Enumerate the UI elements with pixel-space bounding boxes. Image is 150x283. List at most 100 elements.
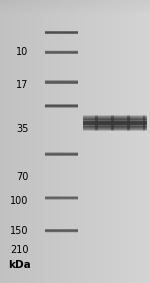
Bar [130, 127, 132, 128]
Bar [135, 127, 136, 128]
Bar [136, 120, 137, 121]
Bar [142, 125, 144, 126]
Bar [118, 130, 119, 131]
Bar [127, 119, 129, 120]
Bar [88, 123, 89, 124]
Bar [127, 126, 129, 127]
Bar [115, 124, 116, 125]
Bar [133, 131, 134, 132]
Bar [146, 124, 147, 125]
Bar [100, 126, 101, 127]
Bar [117, 119, 118, 120]
Bar [100, 131, 101, 132]
Bar [133, 127, 134, 128]
Bar [137, 117, 138, 118]
Bar [87, 128, 88, 129]
Bar [122, 121, 123, 122]
Bar [136, 129, 137, 130]
Bar [121, 124, 122, 125]
Bar [100, 118, 101, 119]
Bar [82, 128, 84, 129]
Bar [88, 130, 89, 131]
Bar [108, 126, 109, 127]
Bar [117, 130, 118, 131]
Bar [94, 130, 96, 131]
Bar [84, 130, 85, 131]
Bar [118, 116, 119, 117]
Bar [90, 115, 91, 116]
Bar [107, 130, 108, 131]
Bar [102, 120, 103, 121]
Bar [108, 131, 109, 132]
Bar [82, 119, 84, 120]
Bar [142, 117, 144, 118]
Bar [111, 126, 113, 127]
Bar [123, 123, 124, 124]
Bar [91, 123, 92, 124]
Bar [117, 123, 118, 124]
Bar [104, 119, 105, 120]
Bar [118, 118, 119, 119]
Bar [127, 125, 129, 126]
Bar [138, 120, 139, 121]
Bar [87, 127, 88, 128]
Bar [101, 120, 102, 121]
Bar [99, 128, 100, 129]
Bar [135, 131, 136, 132]
Bar [143, 116, 145, 117]
Bar [129, 119, 131, 120]
Bar [130, 123, 132, 124]
Bar [143, 123, 145, 124]
Bar [103, 126, 104, 127]
Bar [118, 123, 119, 124]
Bar [110, 120, 111, 121]
Bar [86, 125, 87, 126]
Bar [132, 119, 133, 120]
Bar [121, 129, 122, 130]
Bar [141, 123, 142, 124]
Bar [107, 126, 108, 127]
Bar [105, 120, 106, 121]
Bar [93, 117, 94, 118]
Bar [144, 121, 146, 122]
Bar [118, 122, 119, 123]
Bar [126, 119, 128, 120]
Bar [143, 128, 145, 129]
Bar [94, 129, 96, 130]
Bar [137, 120, 138, 121]
Bar [86, 117, 87, 118]
Bar [107, 131, 108, 132]
Bar [116, 120, 117, 121]
Bar [135, 119, 136, 120]
Bar [86, 128, 87, 129]
Bar [84, 128, 85, 129]
Bar [98, 123, 99, 124]
Bar [105, 128, 106, 129]
Bar [93, 123, 94, 124]
Bar [118, 123, 119, 124]
Bar [99, 126, 100, 127]
Text: 100: 100 [10, 196, 29, 206]
Bar [138, 129, 139, 130]
Bar [138, 115, 139, 116]
Bar [82, 131, 84, 132]
Bar [126, 126, 128, 127]
Bar [125, 120, 126, 121]
Bar [105, 123, 106, 124]
Bar [127, 123, 129, 124]
Bar [115, 122, 116, 123]
Bar [85, 126, 86, 127]
Bar [120, 131, 121, 132]
Bar [126, 129, 128, 130]
Bar [103, 126, 104, 127]
Bar [92, 127, 93, 128]
Bar [122, 118, 123, 119]
Bar [121, 130, 122, 131]
Bar [99, 126, 100, 127]
Bar [106, 116, 107, 117]
Bar [136, 130, 137, 131]
Bar [121, 129, 122, 130]
Bar [135, 115, 136, 116]
Bar [102, 117, 103, 118]
Bar [88, 116, 89, 117]
